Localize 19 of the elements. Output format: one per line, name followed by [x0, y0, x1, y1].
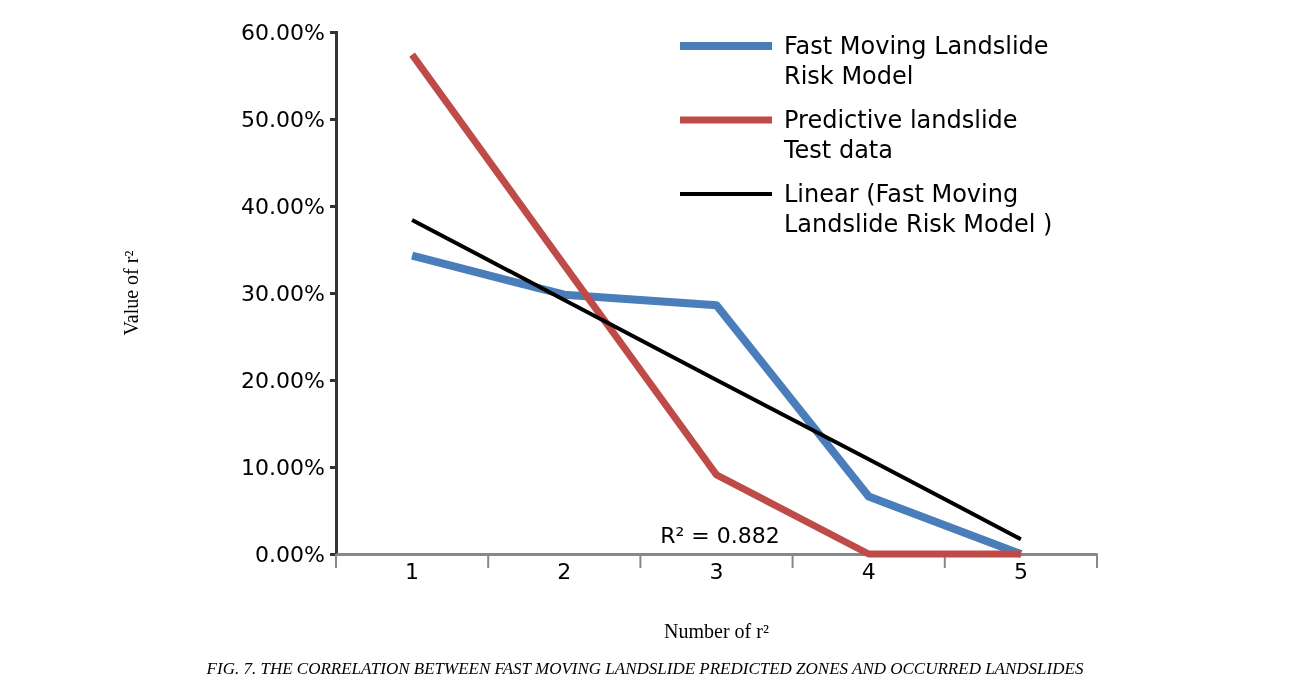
- x-tick-label: 4: [861, 559, 876, 584]
- legend-label: Linear (Fast Moving Landslide Risk Model ): [784, 180, 1053, 238]
- y-tick-label: 60.00%: [241, 19, 325, 45]
- y-tick-label: 20.00%: [241, 367, 325, 393]
- y-tick-label: 10.00%: [241, 454, 325, 480]
- y-axis-title: Value of r²: [120, 250, 142, 336]
- caption: FIG. 7. THE CORRELATION BETWEEN FAST MOVING LANDSLIDE PREDICTED ZONES AND OCCURRED LANDSLIDES: [205, 659, 1084, 678]
- x-tick-label: 2: [557, 559, 572, 584]
- legend-label: Predictive landslide Test data: [783, 106, 1018, 164]
- y-tick-label: 30.00%: [241, 280, 325, 306]
- x-tick-label: 3: [709, 559, 724, 584]
- x-tick-label: 5: [1013, 559, 1028, 584]
- annotation: R² = 0.882: [660, 523, 780, 548]
- x-tick-label: 1: [405, 559, 420, 584]
- x-axis-title: Number of r²: [664, 620, 769, 642]
- y-tick-label: 40.00%: [241, 193, 325, 219]
- legend-label: Fast Moving Landslide Risk Model: [784, 32, 1049, 90]
- y-tick-label: 0.00%: [255, 541, 325, 567]
- y-tick-label: 50.00%: [241, 106, 325, 132]
